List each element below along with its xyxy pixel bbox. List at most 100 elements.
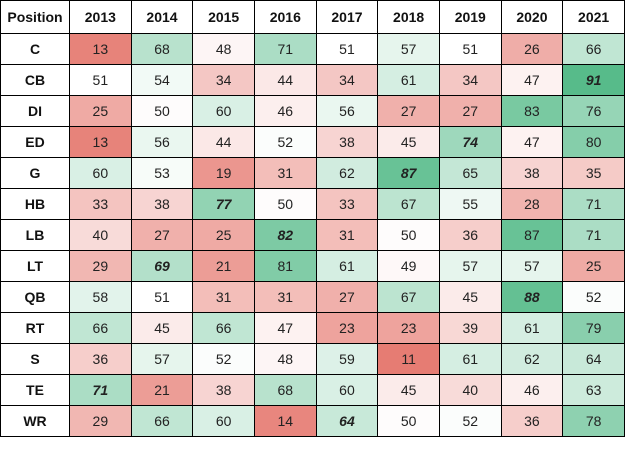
value-cell: 53 [130, 157, 194, 189]
heatmap-table: Position 2013 2014 2015 2016 2017 2018 2019 2020… [0, 0, 625, 437]
value-cell: 60 [69, 157, 132, 189]
header-cell: 2016 [253, 0, 317, 34]
value-cell: 61 [438, 343, 502, 375]
value-cell: 62 [315, 157, 379, 189]
value-cell: 66 [69, 312, 132, 344]
value-cell: 87 [377, 157, 440, 189]
value-cell: 69 [130, 250, 194, 282]
table-row: ED 13 56 44 52 38 45 74 47 80 [0, 126, 625, 158]
header-cell: 2013 [69, 0, 132, 34]
position-cell: DI [0, 95, 70, 127]
table-row: WR 29 66 60 14 64 50 52 36 78 [0, 405, 625, 437]
value-cell: 57 [438, 250, 502, 282]
value-cell: 26 [500, 33, 564, 65]
value-cell: 31 [315, 219, 379, 251]
value-cell: 46 [253, 95, 317, 127]
value-cell: 25 [192, 219, 255, 251]
value-cell: 87 [500, 219, 564, 251]
value-cell: 36 [438, 219, 502, 251]
value-cell: 51 [315, 33, 379, 65]
value-cell: 40 [69, 219, 132, 251]
value-cell: 23 [315, 312, 379, 344]
value-cell: 27 [438, 95, 502, 127]
value-cell: 61 [315, 250, 379, 282]
value-cell: 65 [438, 157, 502, 189]
value-cell: 51 [130, 281, 194, 313]
value-cell: 34 [438, 64, 502, 96]
value-cell: 67 [377, 281, 440, 313]
header-cell: 2014 [130, 0, 194, 34]
value-cell: 33 [69, 188, 132, 220]
value-cell: 50 [377, 405, 440, 437]
value-cell: 11 [377, 343, 440, 375]
value-cell: 88 [500, 281, 564, 313]
position-cell: RT [0, 312, 70, 344]
header-cell: Position [0, 0, 70, 34]
value-cell: 50 [130, 95, 194, 127]
value-cell: 55 [438, 188, 502, 220]
value-cell: 61 [377, 64, 440, 96]
value-cell: 52 [562, 281, 625, 313]
position-cell: G [0, 157, 70, 189]
value-cell: 39 [438, 312, 502, 344]
value-cell: 28 [500, 188, 564, 220]
value-cell: 31 [192, 281, 255, 313]
position-cell: HB [0, 188, 70, 220]
value-cell: 78 [562, 405, 625, 437]
value-cell: 68 [130, 33, 194, 65]
value-cell: 64 [315, 405, 379, 437]
value-cell: 25 [562, 250, 625, 282]
value-cell: 34 [315, 64, 379, 96]
value-cell: 66 [130, 405, 194, 437]
table-row: HB 33 38 77 50 33 67 55 28 71 [0, 188, 625, 220]
value-cell: 54 [130, 64, 194, 96]
value-cell: 40 [438, 374, 502, 406]
table-row: LT 29 69 21 81 61 49 57 57 25 [0, 250, 625, 282]
value-cell: 52 [192, 343, 255, 375]
value-cell: 35 [562, 157, 625, 189]
table-row: TE 71 21 38 68 60 45 40 46 63 [0, 374, 625, 406]
value-cell: 36 [500, 405, 564, 437]
value-cell: 38 [315, 126, 379, 158]
position-cell: TE [0, 374, 70, 406]
table-row: RT 66 45 66 47 23 23 39 61 79 [0, 312, 625, 344]
value-cell: 58 [69, 281, 132, 313]
table-row: LB 40 27 25 82 31 50 36 87 71 [0, 219, 625, 251]
value-cell: 13 [69, 126, 132, 158]
value-cell: 56 [315, 95, 379, 127]
header-cell: 2018 [377, 0, 440, 34]
value-cell: 45 [377, 374, 440, 406]
position-cell: CB [0, 64, 70, 96]
value-cell: 51 [69, 64, 132, 96]
value-cell: 19 [192, 157, 255, 189]
value-cell: 81 [253, 250, 317, 282]
position-cell: C [0, 33, 70, 65]
value-cell: 57 [500, 250, 564, 282]
value-cell: 48 [253, 343, 317, 375]
position-cell: WR [0, 405, 70, 437]
value-cell: 68 [253, 374, 317, 406]
value-cell: 91 [562, 64, 625, 96]
value-cell: 64 [562, 343, 625, 375]
value-cell: 57 [130, 343, 194, 375]
table-row: DI 25 50 60 46 56 27 27 83 76 [0, 95, 625, 127]
header-cell: 2017 [315, 0, 379, 34]
value-cell: 59 [315, 343, 379, 375]
value-cell: 56 [130, 126, 194, 158]
value-cell: 49 [377, 250, 440, 282]
value-cell: 76 [562, 95, 625, 127]
value-cell: 50 [253, 188, 317, 220]
value-cell: 38 [130, 188, 194, 220]
position-cell: ED [0, 126, 70, 158]
value-cell: 62 [500, 343, 564, 375]
table-row: QB 58 51 31 31 27 67 45 88 52 [0, 281, 625, 313]
value-cell: 60 [315, 374, 379, 406]
value-cell: 33 [315, 188, 379, 220]
value-cell: 83 [500, 95, 564, 127]
table-body: C 13 68 48 71 51 57 51 26 66 CB 51 54 34 44 34 61 34 47 91 D… [0, 33, 625, 437]
value-cell: 51 [438, 33, 502, 65]
value-cell: 47 [500, 64, 564, 96]
value-cell: 48 [192, 33, 255, 65]
value-cell: 66 [562, 33, 625, 65]
value-cell: 31 [253, 281, 317, 313]
